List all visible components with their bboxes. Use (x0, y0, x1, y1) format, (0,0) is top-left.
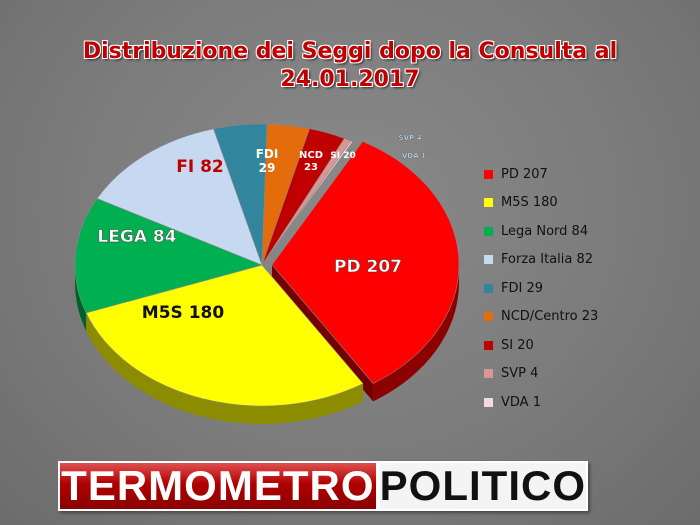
pie-slice-0 (271, 141, 460, 384)
legend-item: NCD/Centro 23 (484, 303, 598, 332)
legend-label: SI 20 (501, 337, 534, 353)
legend-item: SVP 4 (484, 360, 598, 389)
legend-label: PD 207 (501, 166, 548, 182)
slice-label-0: PD 207 (334, 257, 402, 277)
legend-label: Forza Italia 82 (501, 252, 593, 268)
pie-slice-1 (85, 264, 364, 407)
legend-item: PD 207 (484, 160, 598, 189)
chart-title: Distribuzione dei Seggi dopo la Consulta… (0, 38, 700, 94)
slice-label-1: M5S 180 (142, 303, 225, 323)
slice-label-7: SVP 4 (399, 134, 422, 142)
legend-swatch (484, 283, 493, 293)
legend-item: Lega Nord 84 (484, 217, 598, 246)
brand-banner: TERMOMETRO POLITICO (58, 461, 588, 511)
legend-label: SVP 4 (501, 366, 539, 382)
legend-label: Lega Nord 84 (501, 223, 589, 239)
legend-swatch (484, 255, 493, 265)
pie-slice-side-1 (86, 312, 364, 425)
legend-label: NCD/Centro 23 (501, 309, 599, 325)
slice-label-4: FDI 29 (256, 147, 279, 175)
slice-label-5: NCD 23 (299, 150, 323, 173)
legend-item: VDA 1 (484, 388, 598, 417)
chart-legend: PD 207 M5S 180 Lega Nord 84 Forza Italia 82… (484, 160, 598, 417)
pie-slice-side-2 (75, 265, 87, 331)
legend-item: M5S 180 (484, 189, 598, 218)
slice-label-8: VDA 1 (402, 152, 426, 160)
legend-swatch (484, 312, 493, 322)
legend-label: M5S 180 (501, 195, 558, 211)
legend-item: Forza Italia 82 (484, 246, 598, 275)
pie-slice-8 (261, 140, 354, 266)
slice-label-6: SI 20 (330, 151, 356, 161)
chart-title-line1: Distribuzione dei Seggi dopo la Consulta… (82, 39, 618, 64)
legend-label: VDA 1 (501, 394, 541, 410)
legend-swatch (484, 397, 493, 407)
legend-label: FDI 29 (501, 280, 543, 296)
legend-item: FDI 29 (484, 274, 598, 303)
banner-right-text: POLITICO (377, 461, 588, 511)
legend-swatch (484, 369, 493, 379)
legend-swatch (484, 198, 493, 208)
slice-label-2: LEGA 84 (97, 227, 176, 247)
pie-slice-3 (96, 128, 263, 266)
slice-label-3: FI 82 (176, 157, 224, 177)
pie-slice-side-0 (373, 264, 459, 402)
banner-left-text: TERMOMETRO (58, 461, 378, 511)
legend-item: SI 20 (484, 331, 598, 360)
pie-slice-2 (74, 198, 263, 314)
legend-swatch (484, 169, 493, 179)
legend-swatch (484, 340, 493, 350)
legend-swatch (484, 226, 493, 236)
chart-title-line2: 24.01.2017 (280, 67, 420, 92)
